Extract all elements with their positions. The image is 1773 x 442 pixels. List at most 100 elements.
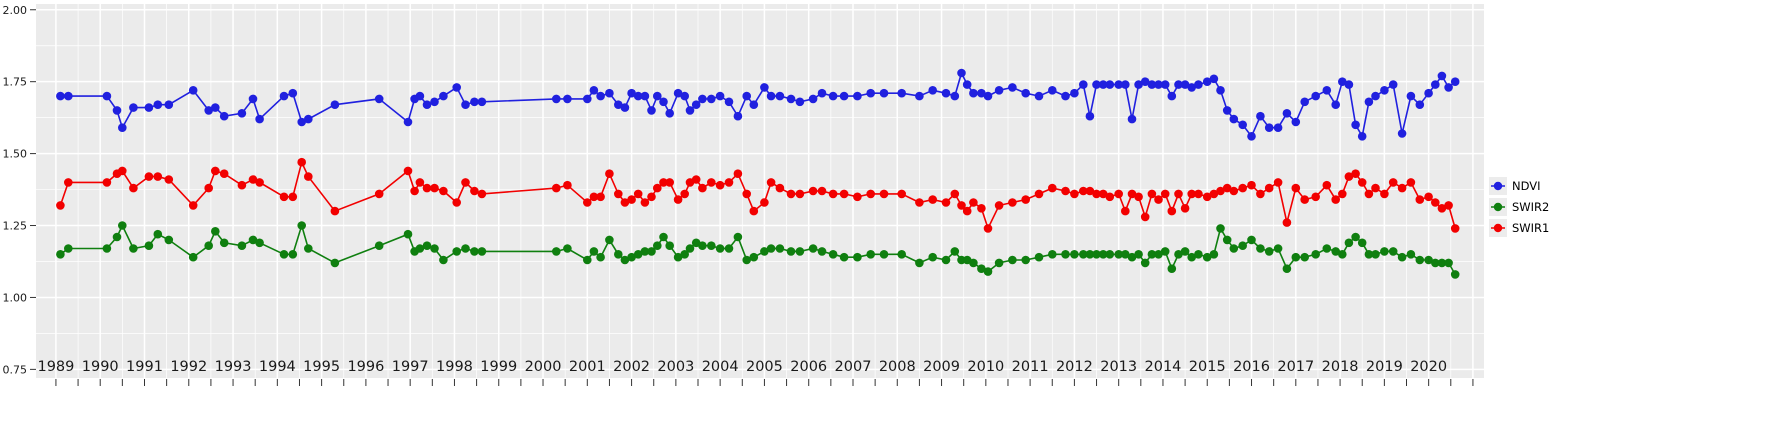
- data-point-swir2: [1351, 232, 1360, 242]
- data-point-ndvi: [153, 100, 163, 109]
- data-point-ndvi: [1282, 109, 1292, 118]
- data-point-ndvi: [1256, 111, 1265, 121]
- data-point-swir2: [698, 241, 707, 250]
- data-point-ndvi: [1147, 80, 1157, 89]
- legend-label: NDVI: [1512, 178, 1541, 193]
- data-point-swir2: [1311, 250, 1320, 259]
- data-point-ndvi: [1437, 71, 1447, 81]
- data-point-swir2: [659, 232, 668, 242]
- data-point-ndvi: [715, 91, 725, 101]
- data-point-ndvi: [1311, 91, 1320, 101]
- data-point-ndvi: [1114, 80, 1123, 89]
- x-tick-label: 2011: [1012, 359, 1049, 375]
- data-point-ndvi: [1202, 77, 1212, 86]
- y-tick-label: 1.00: [3, 291, 28, 304]
- data-point-swir1: [1008, 198, 1017, 207]
- data-point-swir2: [733, 232, 743, 242]
- data-point-swir1: [1322, 180, 1332, 190]
- data-point-swir1: [1357, 178, 1367, 187]
- data-point-swir1: [839, 189, 849, 199]
- data-point-ndvi: [957, 68, 966, 78]
- data-point-swir2: [255, 238, 264, 248]
- data-point-swir1: [1121, 206, 1130, 216]
- data-point-swir2: [1216, 224, 1225, 233]
- data-point-swir1: [977, 204, 986, 213]
- data-point-ndvi: [1187, 83, 1196, 92]
- data-point-swir1: [620, 198, 630, 207]
- data-point-ndvi: [808, 94, 818, 104]
- data-point-swir2: [614, 250, 623, 259]
- data-point-swir1: [715, 180, 725, 190]
- data-point-swir2: [707, 241, 716, 250]
- data-point-swir2: [1282, 264, 1292, 274]
- data-point-swir1: [1216, 186, 1225, 196]
- data-point-swir1: [589, 192, 599, 202]
- data-point-swir1: [653, 183, 662, 193]
- data-point-swir2: [715, 244, 725, 253]
- data-point-swir1: [994, 201, 1004, 210]
- data-point-swir2: [1444, 258, 1453, 268]
- data-point-ndvi: [102, 91, 112, 101]
- data-point-swir1: [627, 195, 636, 204]
- legend: NDVI SWIR2 SWIR1: [1489, 176, 1549, 237]
- data-point-swir2: [330, 258, 340, 268]
- x-tick-label: 2001: [569, 359, 606, 375]
- data-point-swir2: [596, 252, 605, 262]
- data-point-swir1: [1397, 183, 1407, 193]
- legend-key-swir1-icon: [1489, 218, 1507, 237]
- data-point-swir2: [1105, 250, 1115, 259]
- data-point-swir1: [1174, 189, 1183, 199]
- data-point-ndvi: [211, 103, 220, 112]
- data-point-swir2: [795, 247, 805, 256]
- legend-item-swir1: SWIR1: [1489, 218, 1549, 237]
- data-point-swir2: [775, 244, 785, 253]
- x-tick-label: 2010: [967, 359, 1004, 375]
- data-point-swir2: [470, 247, 479, 256]
- data-point-swir2: [1406, 250, 1416, 259]
- x-tick-label: 1997: [392, 359, 429, 375]
- y-tick-label: 0.75: [3, 363, 28, 376]
- data-point-swir2: [288, 250, 298, 259]
- legend-label: SWIR2: [1512, 199, 1550, 214]
- x-tick-label: 2002: [613, 359, 650, 375]
- data-point-swir2: [1079, 250, 1088, 259]
- x-tick-label: 2006: [790, 359, 827, 375]
- legend-item-ndvi: NDVI: [1489, 176, 1549, 195]
- data-point-swir1: [297, 157, 307, 167]
- data-point-swir2: [1238, 241, 1247, 250]
- data-point-swir2: [1048, 250, 1057, 259]
- data-point-swir2: [1194, 250, 1203, 259]
- data-point-swir2: [969, 258, 978, 268]
- x-tick-label: 1993: [215, 359, 252, 375]
- data-point-ndvi: [330, 100, 340, 109]
- data-point-swir2: [915, 258, 924, 268]
- x-tick-label: 2004: [702, 359, 739, 375]
- data-point-ndvi: [1180, 80, 1190, 89]
- data-point-swir1: [1338, 189, 1347, 199]
- data-point-ndvi: [188, 86, 198, 95]
- data-point-swir2: [211, 227, 220, 236]
- data-point-swir1: [1180, 204, 1190, 213]
- data-point-swir1: [1388, 178, 1398, 187]
- data-point-swir1: [1202, 192, 1212, 202]
- data-point-ndvi: [817, 88, 827, 98]
- data-point-swir2: [1357, 238, 1367, 248]
- data-point-swir1: [415, 178, 425, 187]
- data-point-swir1: [1140, 212, 1150, 222]
- data-point-ndvi: [552, 94, 561, 104]
- data-point-swir1: [563, 180, 572, 190]
- data-point-swir1: [665, 178, 674, 187]
- data-point-swir1: [983, 224, 993, 233]
- data-point-swir2: [1034, 252, 1044, 262]
- data-point-swir1: [1351, 169, 1360, 178]
- data-point-ndvi: [786, 94, 796, 104]
- data-point-swir2: [866, 250, 875, 259]
- x-tick-label: 2003: [657, 359, 694, 375]
- data-point-swir1: [1079, 186, 1088, 196]
- data-point-swir2: [129, 244, 138, 253]
- x-tick-label: 2019: [1366, 359, 1403, 375]
- data-point-swir1: [1247, 180, 1256, 190]
- data-point-swir2: [1229, 244, 1239, 253]
- data-point-swir1: [1098, 189, 1108, 199]
- x-tick-label: 1996: [347, 359, 384, 375]
